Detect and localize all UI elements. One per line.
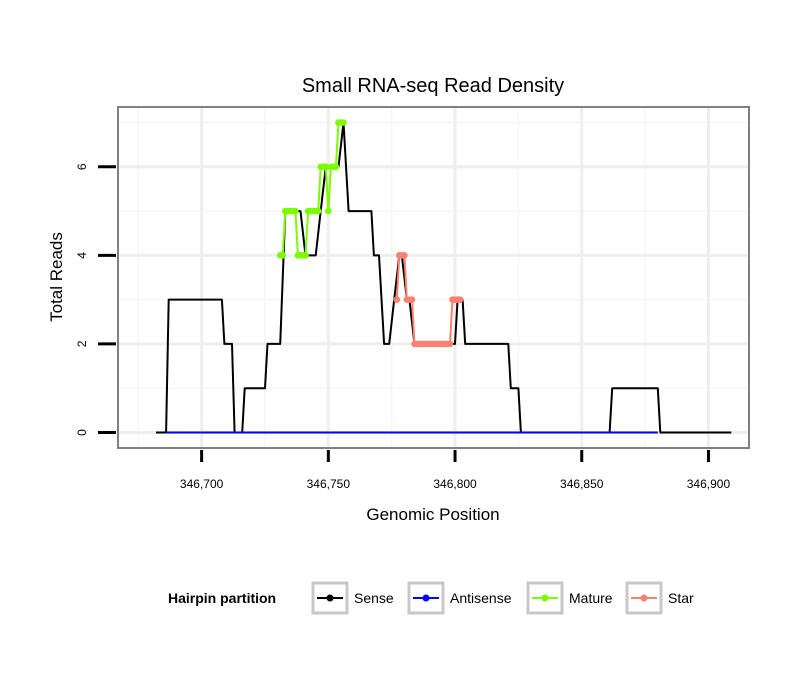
x-axis-title: Genomic Position xyxy=(366,505,499,524)
star-point xyxy=(446,340,454,348)
legend-label-sense: Sense xyxy=(354,590,394,606)
legend-entry-star: Star xyxy=(625,581,694,615)
legend-entry-antisense: Antisense xyxy=(407,581,512,615)
legend-label-star: Star xyxy=(668,590,694,606)
legend-key-point xyxy=(541,594,549,602)
y-tick-label: 2 xyxy=(75,340,89,347)
y-tick-label: 6 xyxy=(75,163,89,170)
axes: 346,700 346,750 346,800 346,850 346,900 0 2 4 6 xyxy=(75,163,730,491)
mature-point xyxy=(325,207,332,215)
x-tick-label: 346,750 xyxy=(307,477,351,491)
legend-entry-mature: Mature xyxy=(526,581,613,615)
legend-entries: Sense Antisense Mature Star xyxy=(311,581,694,615)
legend-key-point xyxy=(422,594,430,602)
star-point xyxy=(456,296,464,303)
series-layer xyxy=(156,119,732,434)
legend-entry-sense: Sense xyxy=(311,581,394,615)
legend-label-antisense: Antisense xyxy=(450,590,512,606)
y-tick-label: 4 xyxy=(75,252,89,259)
legend-key-point xyxy=(326,594,334,602)
plot-background xyxy=(118,107,749,448)
mature-point xyxy=(302,252,309,259)
mature-point xyxy=(340,119,347,126)
y-axis-title: Total Reads xyxy=(47,232,66,322)
plot-border xyxy=(117,106,750,449)
x-tick-label: 346,850 xyxy=(560,477,604,491)
mature-point xyxy=(292,207,299,215)
x-tick-label: 346,800 xyxy=(433,477,477,491)
legend-label-mature: Mature xyxy=(569,590,613,606)
chart-title: Small RNA-seq Read Density xyxy=(302,75,564,97)
y-tick-label: 0 xyxy=(75,429,89,436)
legend-title: Hairpin partition xyxy=(168,590,276,606)
star-series xyxy=(393,252,464,348)
mature-point xyxy=(314,207,322,215)
x-tick-label: 346,700 xyxy=(180,477,224,491)
star-point xyxy=(393,296,401,303)
grid xyxy=(118,107,749,448)
mature-point xyxy=(332,163,340,171)
mature-point xyxy=(322,163,330,171)
legend: Hairpin partition Sense Antisense Mature St… xyxy=(168,581,694,615)
mature-point xyxy=(279,252,287,259)
star-point xyxy=(401,252,408,259)
legend-key-point xyxy=(640,594,648,602)
mature-series xyxy=(276,119,347,259)
x-tick-label: 346,900 xyxy=(687,477,731,491)
star-point xyxy=(408,296,416,303)
